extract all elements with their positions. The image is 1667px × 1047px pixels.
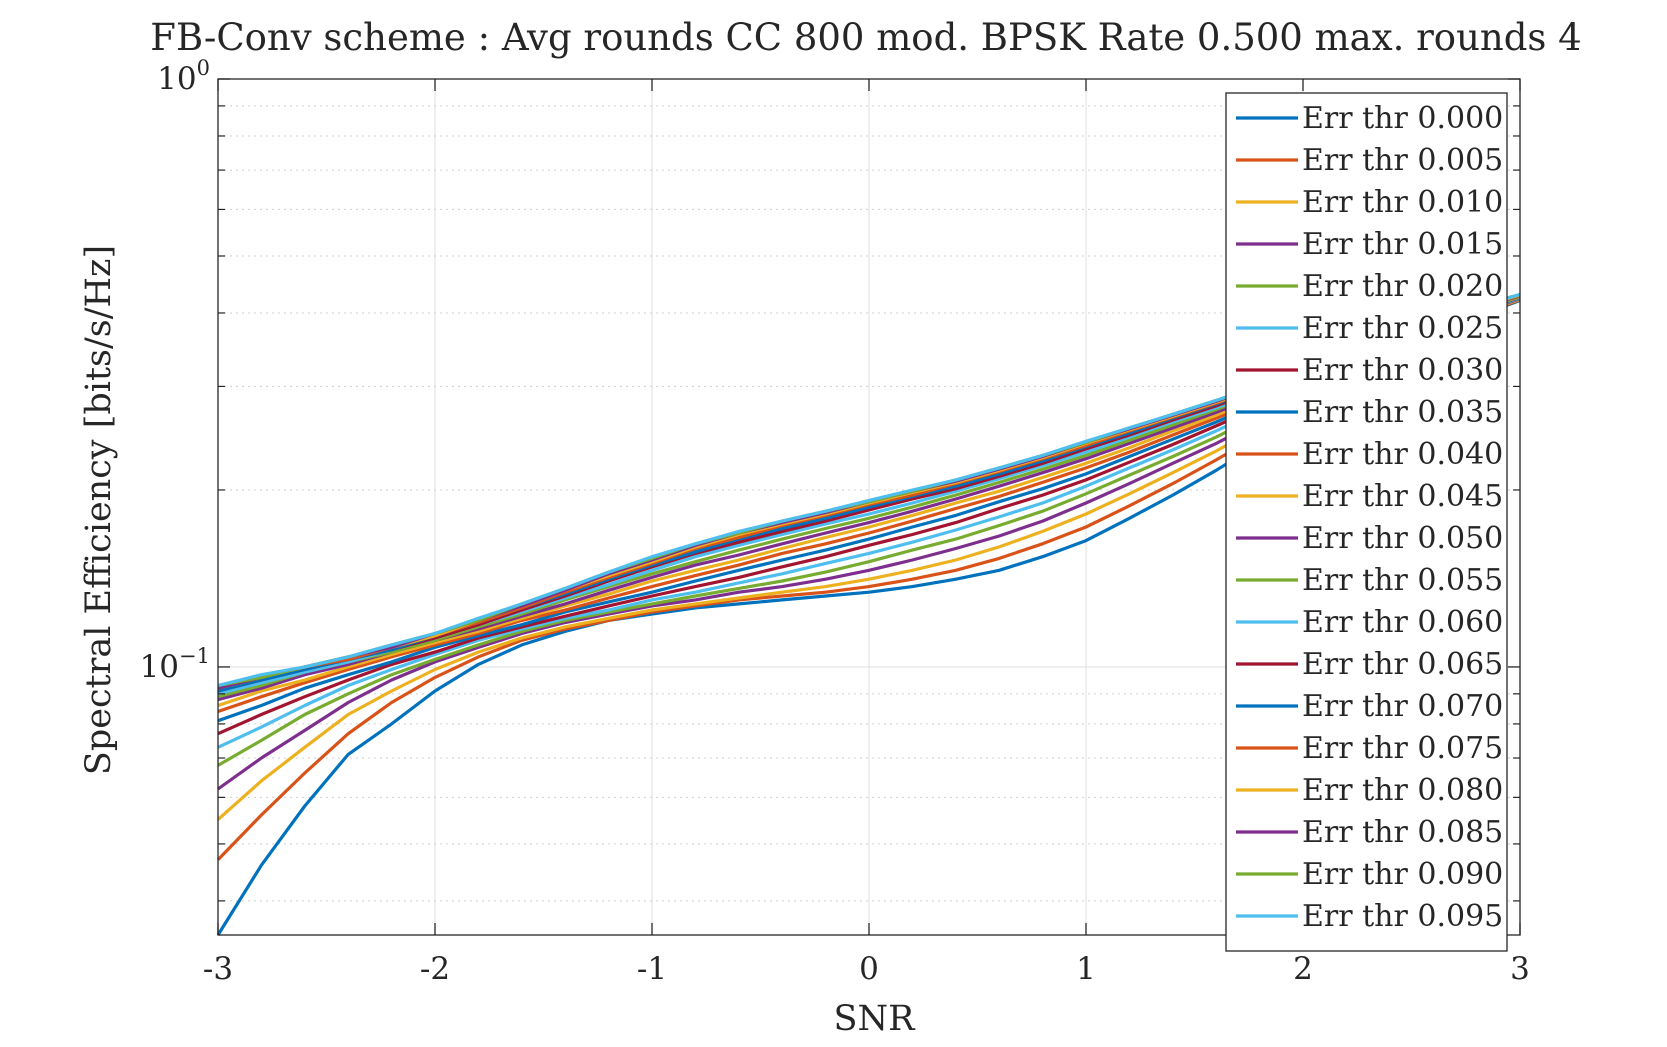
legend-entry-label: Err thr 0.090: [1302, 857, 1503, 892]
legend-entry-label: Err thr 0.060: [1302, 605, 1503, 640]
legend-entry-label: Err thr 0.080: [1302, 773, 1503, 808]
legend-entry-label: Err thr 0.040: [1302, 437, 1503, 472]
chart-title: FB-Conv scheme : Avg rounds CC 800 mod. …: [150, 16, 1581, 59]
legend-entry-label: Err thr 0.070: [1302, 689, 1503, 724]
legend-entry-label: Err thr 0.050: [1302, 521, 1503, 556]
legend-entry-label: Err thr 0.025: [1302, 311, 1503, 346]
legend[interactable]: Err thr 0.000 Err thr 0.005 Err thr 0.010 E…: [1225, 92, 1508, 952]
x-tick-label: 0: [859, 951, 879, 987]
legend-entry-label: Err thr 0.065: [1302, 647, 1503, 682]
legend-entry-label: Err thr 0.010: [1302, 185, 1503, 220]
legend-entry-label: Err thr 0.075: [1302, 731, 1503, 766]
legend-entry-label: Err thr 0.035: [1302, 395, 1503, 430]
x-tick-label: 1: [1076, 951, 1096, 987]
legend-entry-label: Err thr 0.085: [1302, 815, 1503, 850]
axis-ticks: -3 -2 -1 0 1 2 3 100 10−1: [140, 56, 1530, 987]
x-axis-label: SNR: [834, 999, 917, 1039]
y-tick-label: 10−1: [140, 644, 210, 685]
x-tick-label: 2: [1293, 951, 1313, 987]
legend-entry-label: Err thr 0.095: [1302, 899, 1503, 934]
x-tick-label: 3: [1510, 951, 1530, 987]
legend-entry-label: Err thr 0.055: [1302, 563, 1503, 598]
legend-entry-label: Err thr 0.000: [1302, 101, 1503, 136]
y-tick-label: 100: [157, 56, 210, 97]
legend-entry-label: Err thr 0.015: [1302, 227, 1503, 262]
legend-entry-label: Err thr 0.020: [1302, 269, 1503, 304]
legend-box: [1225, 92, 1508, 952]
x-tick-label: -2: [420, 951, 450, 987]
y-axis-label: Spectral Efficiency [bits/s/Hz]: [79, 245, 119, 775]
legend-entry-label: Err thr 0.045: [1302, 479, 1503, 514]
x-tick-label: -3: [203, 951, 233, 987]
legend-entry-label: Err thr 0.005: [1302, 143, 1503, 178]
legend-entry-label: Err thr 0.030: [1302, 353, 1503, 388]
x-tick-label: -1: [637, 951, 667, 987]
